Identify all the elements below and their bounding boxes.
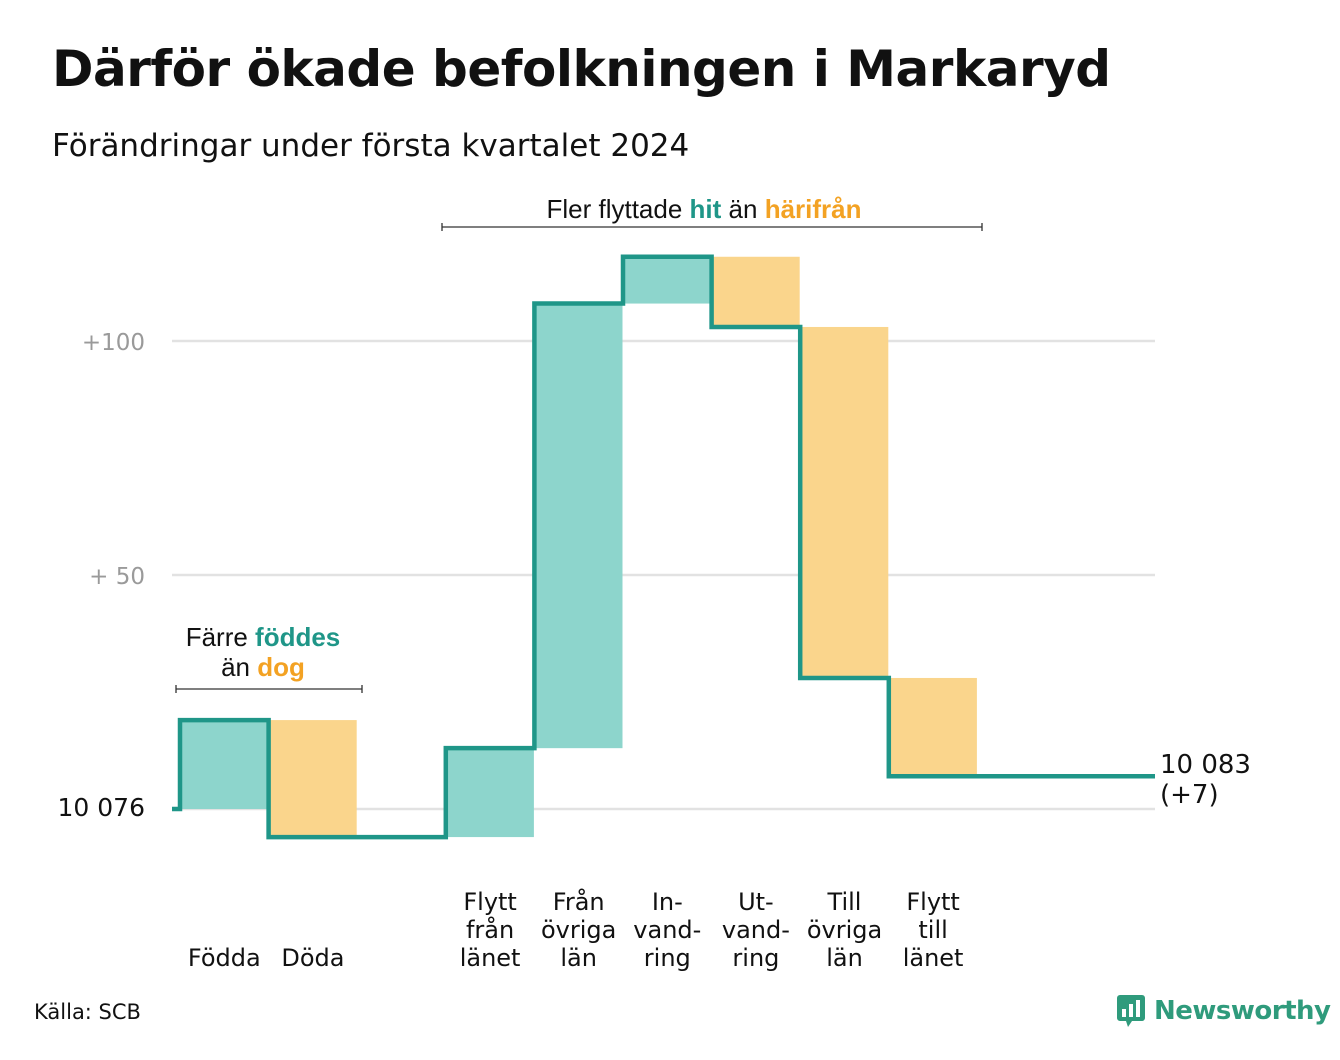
- chart-subtitle: Förändringar under första kvartalet 2024: [52, 128, 690, 164]
- x-label-3-2: länet: [460, 944, 521, 972]
- x-label-8-1: till: [918, 916, 947, 944]
- bar-3: [445, 748, 534, 838]
- annotation-moves-part-0-3: härifrån: [765, 194, 862, 224]
- y-axis-labels: +100 + 50 10 076: [58, 330, 145, 822]
- x-label-6-2: ring: [732, 944, 779, 972]
- brand-name: Newsworthy: [1154, 996, 1331, 1026]
- bar-7: [800, 326, 889, 678]
- cumulative-line: [172, 254, 1155, 840]
- x-label-0-0: Födda: [188, 944, 261, 972]
- bar-4: [534, 303, 623, 749]
- annotation-births-line-0: Färre föddes: [186, 622, 341, 652]
- end-label: 10 083(+7): [1160, 750, 1251, 810]
- x-label-4-1: övriga: [541, 916, 616, 944]
- bar-8: [888, 677, 977, 777]
- x-label-3-1: från: [466, 915, 514, 944]
- baseline-label: 10 076: [58, 793, 145, 822]
- x-label-7-2: län: [826, 944, 863, 972]
- annotation-births-line-1: än dog: [221, 652, 305, 682]
- y-tick-label-0: +100: [82, 330, 145, 356]
- x-label-5-0: In-: [652, 888, 683, 916]
- annotation-moves-line-0: Fler flyttade hit än härifrån: [546, 194, 861, 224]
- chart-title: Därför ökade befolkningen i Markaryd: [52, 40, 1111, 98]
- x-label-8-2: länet: [903, 944, 964, 972]
- annotation-births-part-1-0: än: [221, 652, 257, 682]
- final-value-label: 10 083: [1160, 750, 1251, 780]
- x-label-5-2: ring: [644, 944, 691, 972]
- bar-5: [623, 256, 712, 304]
- x-label-3-0: Flytt: [463, 888, 517, 916]
- x-label-7-0: Till: [827, 888, 862, 916]
- annotation-moves-part-0-2: än: [721, 194, 764, 224]
- x-label-8-0: Flytt: [906, 888, 960, 916]
- bar-1: [268, 720, 357, 838]
- bar-6: [711, 256, 800, 327]
- brand-logo: Newsworthy: [1116, 994, 1331, 1028]
- source-note: Källa: SCB: [34, 1000, 141, 1024]
- step-line: [172, 254, 1155, 840]
- annotation-births-part-0-0: Färre: [186, 622, 255, 652]
- x-label-6-1: vand-: [722, 916, 790, 944]
- x-label-7-1: övriga: [807, 916, 882, 944]
- bars: [180, 256, 977, 838]
- annotation-moves-part-0-1: hit: [690, 194, 722, 224]
- annotation-births-part-0-1: föddes: [255, 622, 340, 652]
- newsworthy-logo-icon: [1117, 995, 1145, 1027]
- annotation-births-part-1-1: dog: [257, 652, 305, 682]
- annotation-moves-part-0-0: Fler flyttade: [546, 194, 689, 224]
- x-label-4-0: Från: [553, 887, 605, 916]
- x-label-5-1: vand-: [633, 916, 701, 944]
- x-label-6-0: Ut-: [738, 888, 774, 916]
- final-change-label: (+7): [1160, 780, 1219, 810]
- x-label-1-0: Döda: [281, 944, 344, 972]
- bar-0: [180, 720, 269, 809]
- y-tick-label-1: + 50: [89, 564, 145, 590]
- x-label-4-2: län: [560, 944, 597, 972]
- x-axis-labels: Födda DödaFlyttfrånlänetFrånövrigalänIn-v…: [188, 887, 964, 972]
